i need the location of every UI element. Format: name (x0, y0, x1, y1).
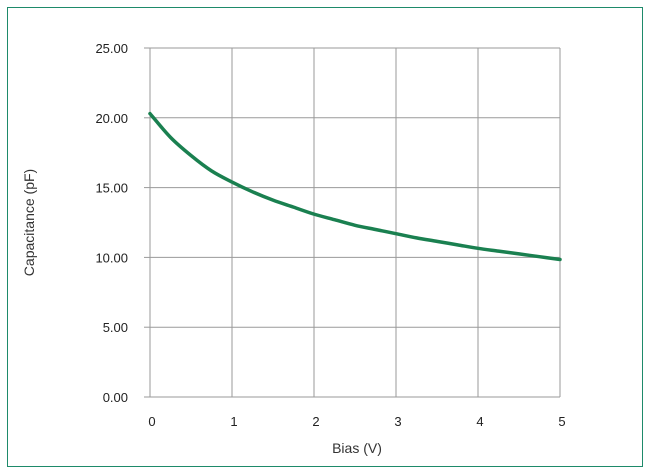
series-layer (148, 111, 562, 262)
y-tick-label: 5.00 (103, 320, 128, 335)
x-tick-label: 0 (148, 414, 155, 429)
y-tick-label: 20.00 (95, 111, 128, 126)
chart-frame (7, 7, 643, 467)
x-tick-label: 5 (558, 414, 565, 429)
x-tick-labels: 0 1 2 3 4 5 (148, 414, 565, 429)
y-tick-label: 10.00 (95, 250, 128, 265)
y-axis-title: Capacitance (pF) (21, 169, 37, 276)
x-tick-label: 3 (394, 414, 401, 429)
y-tick-label: 25.00 (95, 41, 128, 56)
y-tick-label: 15.00 (95, 181, 128, 196)
y-tick-labels: 0.00 5.00 10.00 15.00 20.00 25.00 (95, 41, 128, 405)
grid (144, 47, 561, 398)
series-line (148, 111, 562, 262)
x-tick-label: 2 (312, 414, 319, 429)
y-tick-label: 0.00 (103, 390, 128, 405)
x-tick-label: 1 (230, 414, 237, 429)
x-axis-title: Bias (V) (332, 440, 382, 456)
x-tick-label: 4 (476, 414, 483, 429)
